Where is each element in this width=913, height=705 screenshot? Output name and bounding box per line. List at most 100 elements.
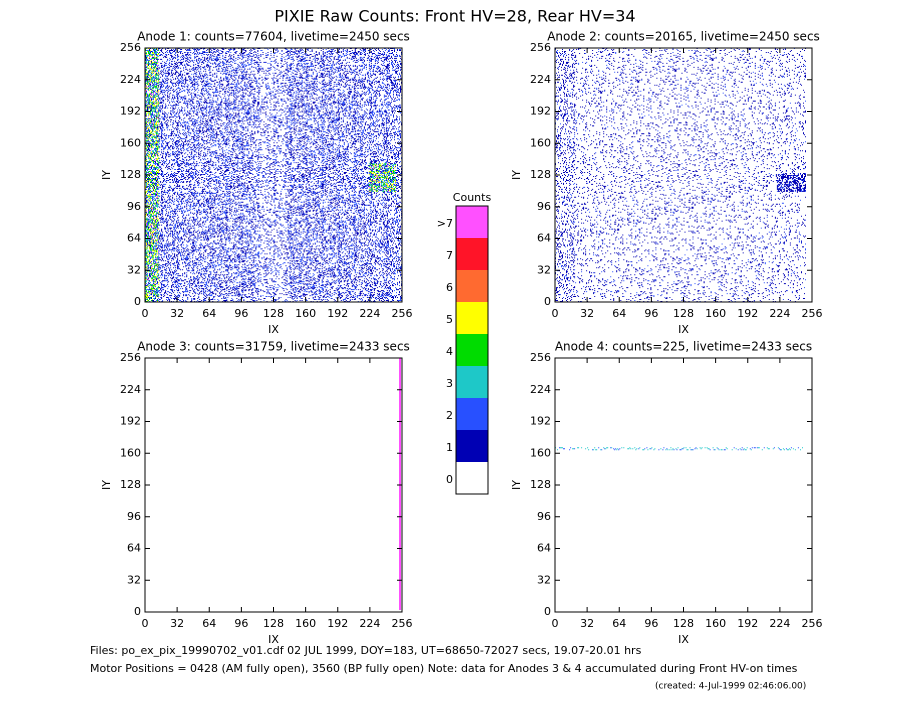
y-tick-label: 32 <box>127 573 141 586</box>
y-tick-label: 64 <box>537 542 551 555</box>
y-tick-label: 0 <box>544 295 551 308</box>
colorbar-box <box>456 206 488 238</box>
y-tick-label: 224 <box>530 383 551 396</box>
x-tick-label: 192 <box>327 307 348 320</box>
y-tick-label: 128 <box>120 168 141 181</box>
colorbar-box <box>456 238 488 270</box>
y-tick-label: 0 <box>134 605 141 618</box>
x-tick-label: 256 <box>802 307 823 320</box>
x-axis-label: IX <box>268 633 279 646</box>
panel-title: Anode 3: counts=31759, livetime=2433 sec… <box>137 340 410 354</box>
x-tick-label: 256 <box>392 307 413 320</box>
y-tick-label: 128 <box>530 168 551 181</box>
y-tick-label: 96 <box>127 510 141 523</box>
x-tick-label: 224 <box>359 307 380 320</box>
x-tick-label: 32 <box>170 617 184 630</box>
count-pixels <box>559 447 799 451</box>
x-tick-label: 192 <box>737 617 758 630</box>
page-title: PIXIE Raw Counts: Front HV=28, Rear HV=3… <box>274 7 635 26</box>
x-tick-label: 256 <box>802 617 823 630</box>
y-tick-label: 64 <box>127 232 141 245</box>
panel-title: Anode 2: counts=20165, livetime=2450 sec… <box>547 30 820 44</box>
y-tick-label: 160 <box>120 446 141 459</box>
x-tick-label: 64 <box>612 617 626 630</box>
y-axis-label: IY <box>100 170 113 180</box>
footer-motor: Motor Positions = 0428 (AM fully open), … <box>90 662 798 675</box>
x-tick-label: 160 <box>705 307 726 320</box>
x-tick-label: 224 <box>359 617 380 630</box>
plot-frame <box>554 357 813 613</box>
x-tick-label: 0 <box>142 617 149 630</box>
x-tick-label: 64 <box>202 307 216 320</box>
colorbar-label: 5 <box>446 313 453 326</box>
y-tick-label: 96 <box>537 510 551 523</box>
colorbar-box <box>456 334 488 366</box>
x-tick-label: 160 <box>705 617 726 630</box>
y-tick-label: 192 <box>120 105 141 118</box>
y-tick-label: 160 <box>530 136 551 149</box>
y-tick-label: 32 <box>537 263 551 276</box>
colorbar-label: 7 <box>446 249 453 262</box>
y-tick-label: 192 <box>530 105 551 118</box>
y-tick-label: 192 <box>530 415 551 428</box>
x-tick-label: 32 <box>580 617 594 630</box>
colorbar-box <box>456 302 488 334</box>
plot-frame <box>144 357 403 613</box>
colorbar-title: Counts <box>453 191 492 204</box>
x-tick-label: 128 <box>263 307 284 320</box>
count-pixels <box>555 48 806 302</box>
y-tick-label: 256 <box>120 41 141 54</box>
x-tick-label: 128 <box>263 617 284 630</box>
x-tick-label: 0 <box>552 617 559 630</box>
colorbar-label: 4 <box>446 345 453 358</box>
panel-title: Anode 1: counts=77604, livetime=2450 sec… <box>137 30 410 44</box>
x-tick-label: 256 <box>392 617 413 630</box>
y-tick-label: 96 <box>127 200 141 213</box>
count-pixels <box>555 447 803 451</box>
y-tick-label: 32 <box>537 573 551 586</box>
y-tick-label: 0 <box>544 605 551 618</box>
x-tick-label: 96 <box>644 617 658 630</box>
colorbar-label: 6 <box>446 281 453 294</box>
colorbar-box <box>456 430 488 462</box>
x-axis-label: IX <box>678 633 689 646</box>
colorbar-label: 1 <box>446 441 453 454</box>
y-tick-label: 224 <box>120 73 141 86</box>
x-tick-label: 96 <box>234 617 248 630</box>
panel-title: Anode 4: counts=225, livetime=2433 secs <box>555 340 812 354</box>
x-tick-label: 128 <box>673 307 694 320</box>
y-tick-label: 32 <box>127 263 141 276</box>
count-pixels <box>145 48 402 302</box>
colorbar-label: 2 <box>446 409 453 422</box>
y-tick-label: 160 <box>120 136 141 149</box>
x-tick-label: 32 <box>580 307 594 320</box>
x-tick-label: 64 <box>612 307 626 320</box>
x-tick-label: 160 <box>295 307 316 320</box>
x-tick-label: 96 <box>234 307 248 320</box>
footer-created: (created: 4-Jul-1999 02:46:06.00) <box>655 682 806 692</box>
colorbar-box <box>456 366 488 398</box>
y-tick-label: 128 <box>120 478 141 491</box>
x-tick-label: 96 <box>644 307 658 320</box>
x-tick-label: 0 <box>552 307 559 320</box>
x-tick-label: 192 <box>737 307 758 320</box>
y-tick-label: 224 <box>530 73 551 86</box>
count-pixels <box>145 48 402 302</box>
y-tick-label: 64 <box>127 542 141 555</box>
y-tick-label: 96 <box>537 200 551 213</box>
y-axis-label: IY <box>510 480 523 490</box>
count-pixels <box>399 358 401 610</box>
y-tick-label: 160 <box>530 446 551 459</box>
y-tick-label: 0 <box>134 295 141 308</box>
colorbar-label: 0 <box>446 473 453 486</box>
y-tick-label: 256 <box>530 351 551 364</box>
x-tick-label: 192 <box>327 617 348 630</box>
colorbar-label: >7 <box>437 217 453 230</box>
count-pixels <box>555 48 806 302</box>
y-tick-label: 64 <box>537 232 551 245</box>
x-axis-label: IX <box>268 323 279 336</box>
y-tick-label: 224 <box>120 383 141 396</box>
x-tick-label: 160 <box>295 617 316 630</box>
colorbar-box <box>456 462 488 494</box>
